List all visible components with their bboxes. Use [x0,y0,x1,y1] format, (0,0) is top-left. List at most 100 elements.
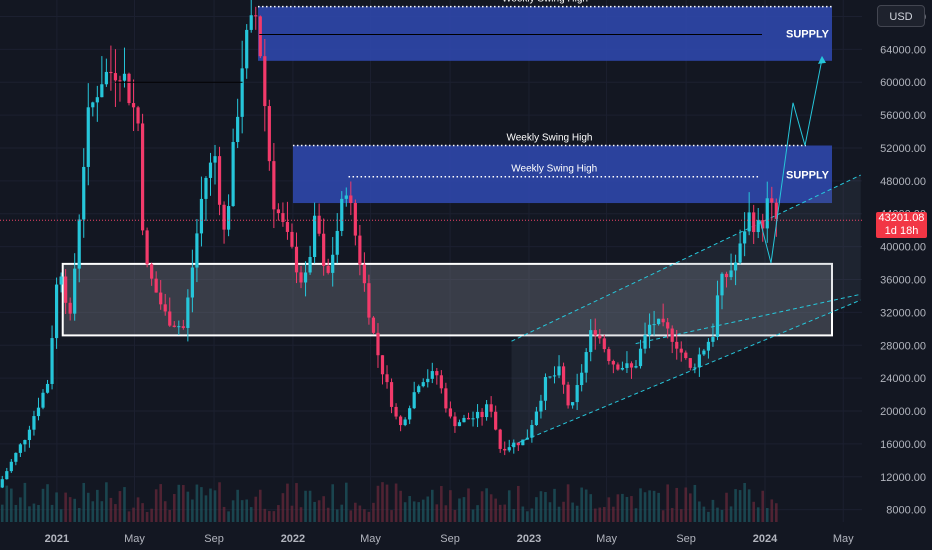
volume-bar [639,488,642,522]
volume-bar [535,497,538,522]
candle-body [715,295,720,337]
volume-bar [743,482,746,522]
volume-bar [698,501,701,522]
volume-bar [707,511,710,522]
candle-body [254,15,258,17]
y-tick-label: 28000.00 [880,340,926,352]
candle-body [140,123,145,231]
candle-body [226,206,231,230]
volume-bar [589,494,593,522]
candle-body [45,383,50,393]
volume-bar [770,499,774,522]
candle-body [208,162,213,178]
candle-body [331,254,335,273]
volume-bar [399,490,402,522]
currency-button[interactable]: USD [877,5,925,27]
volume-bar [168,509,172,522]
candle-body [453,416,457,427]
volume-bar [249,507,253,522]
volume-bar [258,489,262,522]
volume-bar [430,489,434,522]
candle-body [91,102,95,108]
candle-body [267,106,271,162]
candle-body [444,388,448,409]
candle-body [249,15,253,30]
candle-body [367,283,371,318]
candle-body [702,350,706,355]
candle-body [611,361,615,365]
volume-bar [553,488,556,522]
candle-body [494,411,498,430]
swing-high-label: Weekly Swing High [511,164,597,175]
volume-bar [340,504,344,522]
volume-bar [159,484,162,522]
volume-bar [643,492,647,522]
volume-bar [227,511,230,522]
x-tick-label: Sep [676,533,696,545]
volume-bar [485,488,488,522]
volume-bar [648,490,651,522]
candle-body [163,304,167,312]
candle-body [720,273,724,296]
candle-body [743,231,747,244]
candle-body [344,195,348,199]
candle-body [376,332,380,356]
volume-bar [0,504,4,522]
volume-bar [684,487,688,522]
candle-body [380,355,385,375]
swing-levels: Weekly Swing High Weekly Swing High Weekly… [258,0,832,178]
volume-bar [50,504,54,522]
volume-bar [272,511,276,522]
volume-bar [204,495,208,522]
candle-body [122,73,127,81]
candle-body [353,202,357,236]
volume-bar [693,484,697,522]
candle-body [236,116,240,143]
volume-bar [421,499,425,522]
candle-body [18,444,22,453]
volume-bar [268,511,271,522]
channel-upper-line [511,174,861,342]
volume-bar [412,501,416,522]
volume-bar [222,506,226,522]
candle-body [358,235,362,265]
volume-bar [734,489,737,522]
candle-body [313,215,317,258]
candle-body [575,385,579,403]
volume-bar [607,497,611,522]
candle-body [670,328,674,342]
candle-body [145,230,149,265]
channel-lower-line [511,299,861,447]
volume-bar [118,491,122,522]
candle-body [14,452,18,462]
candle-body [9,461,13,472]
volume-bar [440,486,443,522]
candle-body [426,378,430,383]
volume-bar [41,488,45,522]
candle-body [285,221,290,232]
candle-body [580,372,584,386]
candle-body [64,276,68,303]
volume-bar [449,490,452,522]
volume-bar [114,504,117,522]
volume-bar [503,504,507,522]
candle-body [625,363,629,368]
volume-bar [689,493,692,522]
volume-bar [444,505,448,522]
volume-bar [96,489,99,522]
volume-bar [657,492,660,522]
candle-body [657,318,661,325]
volume-bar [621,493,624,522]
candle-body [733,262,738,271]
y-tick-label: 52000.00 [880,143,926,155]
volume-bar [652,490,656,522]
volume-bar [177,484,181,522]
volume-bar [756,507,760,522]
candle-body [303,272,308,283]
volume-bar [575,505,579,522]
candle-body [73,268,77,314]
candle-body [186,297,190,328]
y-tick-label: 8000.00 [886,505,926,517]
